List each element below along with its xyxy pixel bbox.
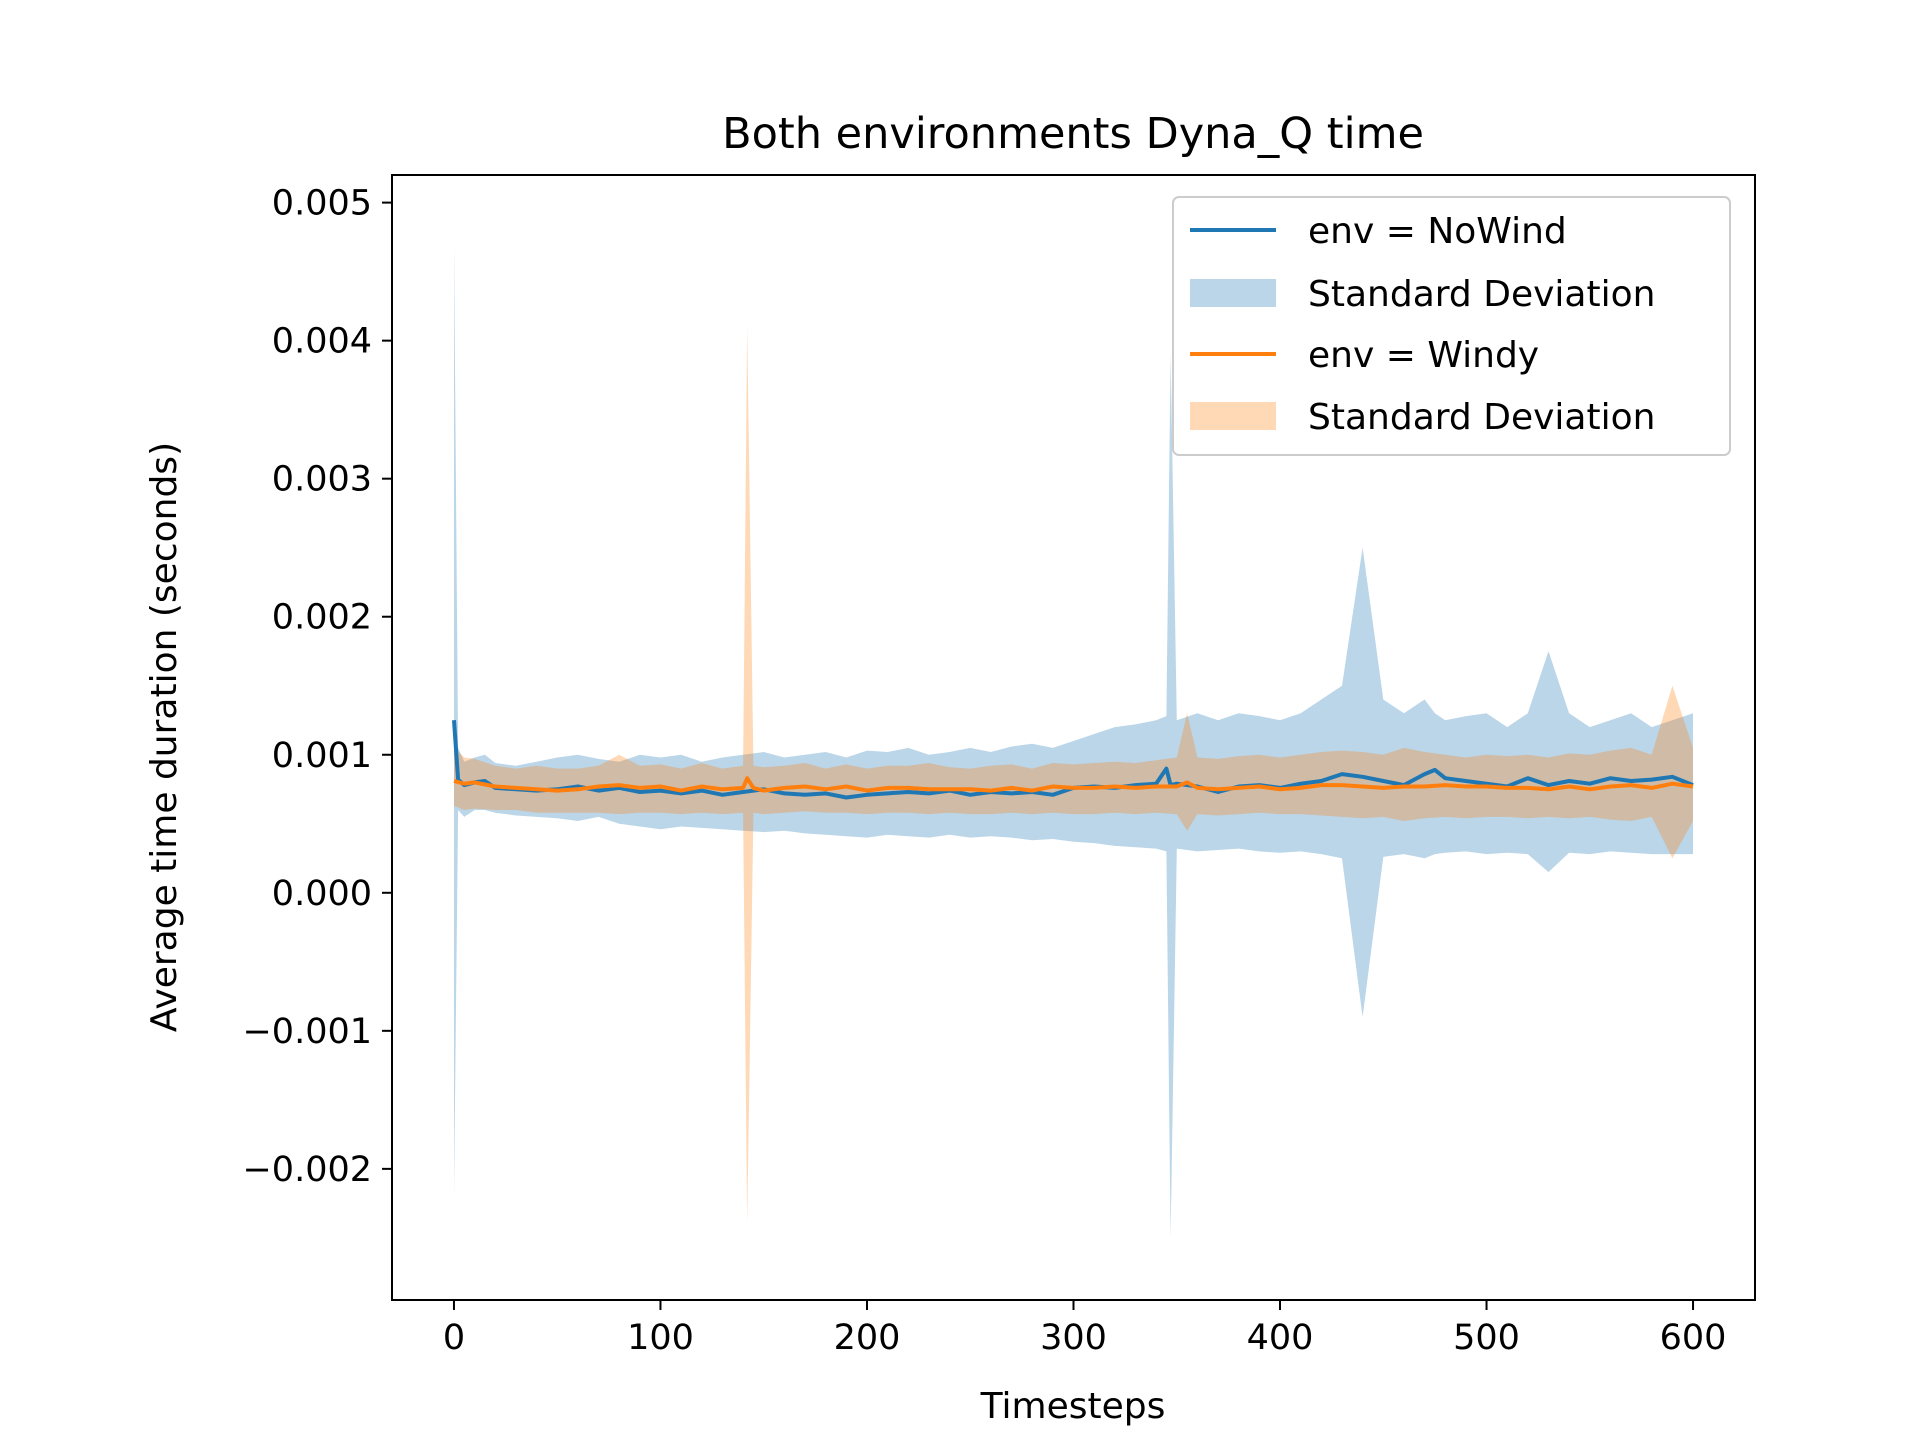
y-tick-label: −0.002 <box>242 1150 372 1190</box>
legend-windy-label: env = Windy <box>1308 335 1539 376</box>
y-axis: −0.002 −0.001 0.000 0.001 0.002 0.003 0.004 0.0… <box>242 184 392 1190</box>
series-lines-layer <box>452 720 1694 800</box>
x-axis: 0 100 200 300 400 500 600 <box>443 1300 1727 1358</box>
std-band-nowind <box>454 244 1693 1238</box>
std-band-windy <box>454 326 1693 1225</box>
legend-frame <box>1172 196 1731 456</box>
legend-windy-band-label: Standard Deviation <box>1308 397 1655 438</box>
y-tick-label: 0.000 <box>272 874 372 914</box>
x-tick-label: 300 <box>1040 1318 1107 1358</box>
y-tick-label: 0.004 <box>272 322 372 362</box>
x-tick-label: 100 <box>627 1318 694 1358</box>
y-tick-label: −0.001 <box>242 1012 372 1052</box>
y-tick-label: 0.001 <box>272 736 372 776</box>
legend: env = NoWind Standard Deviation env = Wi… <box>1172 196 1731 456</box>
series-line-windy <box>453 776 1694 793</box>
x-tick-label: 600 <box>1660 1318 1727 1358</box>
legend-windy-band-swatch <box>1190 402 1276 430</box>
x-tick-label: 500 <box>1453 1318 1520 1358</box>
legend-nowind-band-swatch <box>1190 279 1276 307</box>
x-tick-label: 400 <box>1247 1318 1314 1358</box>
y-tick-label: 0.002 <box>272 598 372 638</box>
legend-nowind-band-label: Standard Deviation <box>1308 274 1655 315</box>
std-bands-layer <box>454 244 1693 1238</box>
y-axis-label: Average time duration (seconds) <box>144 442 185 1032</box>
x-tick-label: 200 <box>834 1318 901 1358</box>
legend-nowind-label: env = NoWind <box>1308 211 1567 252</box>
y-tick-label: 0.005 <box>272 184 372 224</box>
y-tick-label: 0.003 <box>272 460 372 500</box>
chart-title: Both environments Dyna_Q time <box>722 109 1424 159</box>
x-axis-label: Timesteps <box>980 1386 1166 1427</box>
x-tick-label: 0 <box>443 1318 465 1358</box>
